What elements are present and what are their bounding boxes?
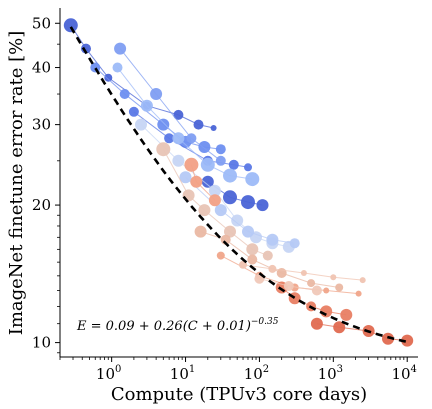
fit-formula: E = 0.09 + 0.26(C + 0.01)−0.35 xyxy=(76,317,279,334)
data-point xyxy=(340,308,353,321)
data-point xyxy=(262,250,273,261)
data-point xyxy=(283,281,294,291)
fit-formula-base: E = 0.09 + 0.26(C + 0.01) xyxy=(76,319,251,334)
y-tick-label: 30 xyxy=(32,116,51,134)
data-point xyxy=(323,287,330,294)
y-tick-label: 50 xyxy=(32,14,51,32)
x-tick-label: 100 xyxy=(96,364,121,383)
data-point xyxy=(241,195,255,210)
x-tick-label: 104 xyxy=(391,364,416,383)
data-point xyxy=(266,233,279,246)
data-point xyxy=(112,62,123,73)
y-tick-label: 40 xyxy=(32,59,51,77)
data-point xyxy=(81,43,91,54)
x-axis-title: Compute (TPUv3 core days) xyxy=(111,384,367,405)
data-point xyxy=(401,334,414,347)
x-tick-label: 101 xyxy=(170,364,195,383)
x-tick-label: 102 xyxy=(244,364,269,383)
data-point xyxy=(355,290,362,297)
data-point xyxy=(245,172,260,187)
data-point xyxy=(157,118,170,131)
y-tick-label: 20 xyxy=(32,196,51,214)
data-point xyxy=(179,171,192,184)
data-point xyxy=(119,89,130,99)
data-point xyxy=(215,155,226,166)
data-point xyxy=(172,154,185,167)
data-point xyxy=(307,279,316,288)
data-point xyxy=(231,214,244,227)
data-point xyxy=(359,277,366,284)
data-point xyxy=(201,175,214,188)
data-point xyxy=(200,157,215,172)
data-point xyxy=(186,133,197,144)
data-point xyxy=(164,133,175,144)
data-point xyxy=(128,106,139,117)
data-point xyxy=(310,317,323,330)
data-point xyxy=(104,73,113,82)
data-point xyxy=(135,118,147,131)
data-point xyxy=(382,332,394,345)
data-point xyxy=(256,199,269,212)
data-point xyxy=(224,225,236,238)
data-point xyxy=(216,251,225,260)
data-point xyxy=(173,109,184,120)
fit-curve xyxy=(69,26,411,344)
data-point xyxy=(335,283,344,292)
data-point xyxy=(194,225,207,238)
data-point xyxy=(114,42,127,55)
x-tick-label: 103 xyxy=(318,364,343,383)
data-point xyxy=(140,99,153,112)
data-point xyxy=(215,144,226,155)
y-tick-label: 10 xyxy=(32,334,51,352)
data-point xyxy=(223,190,237,205)
data-point xyxy=(244,163,252,172)
data-point xyxy=(150,88,163,100)
data-point xyxy=(330,274,337,281)
data-point xyxy=(311,285,322,296)
data-point xyxy=(228,159,239,170)
data-point xyxy=(247,254,258,265)
y-axis-title: ImageNet finetune error rate [%] xyxy=(6,31,27,336)
data-point xyxy=(333,321,346,334)
fit-formula-exponent: −0.35 xyxy=(251,317,279,327)
data-point xyxy=(190,175,203,188)
data-marks xyxy=(63,18,414,347)
data-point xyxy=(208,194,221,207)
data-point xyxy=(242,225,254,238)
data-point xyxy=(214,204,227,217)
series-line xyxy=(94,67,221,150)
data-point xyxy=(198,204,211,217)
data-point xyxy=(208,184,221,197)
data-point xyxy=(289,238,300,249)
data-point xyxy=(268,264,277,273)
data-point xyxy=(184,157,199,172)
data-point xyxy=(193,119,204,130)
data-point xyxy=(300,270,307,276)
axis-ticks: 100 101 102 103 104 10 20 30 40 50 xyxy=(32,14,417,383)
data-point xyxy=(172,132,185,145)
data-point xyxy=(246,243,259,256)
series-line xyxy=(119,48,222,162)
data-point xyxy=(156,142,171,157)
data-point xyxy=(63,18,78,33)
data-point xyxy=(223,168,237,183)
data-point xyxy=(210,125,217,131)
